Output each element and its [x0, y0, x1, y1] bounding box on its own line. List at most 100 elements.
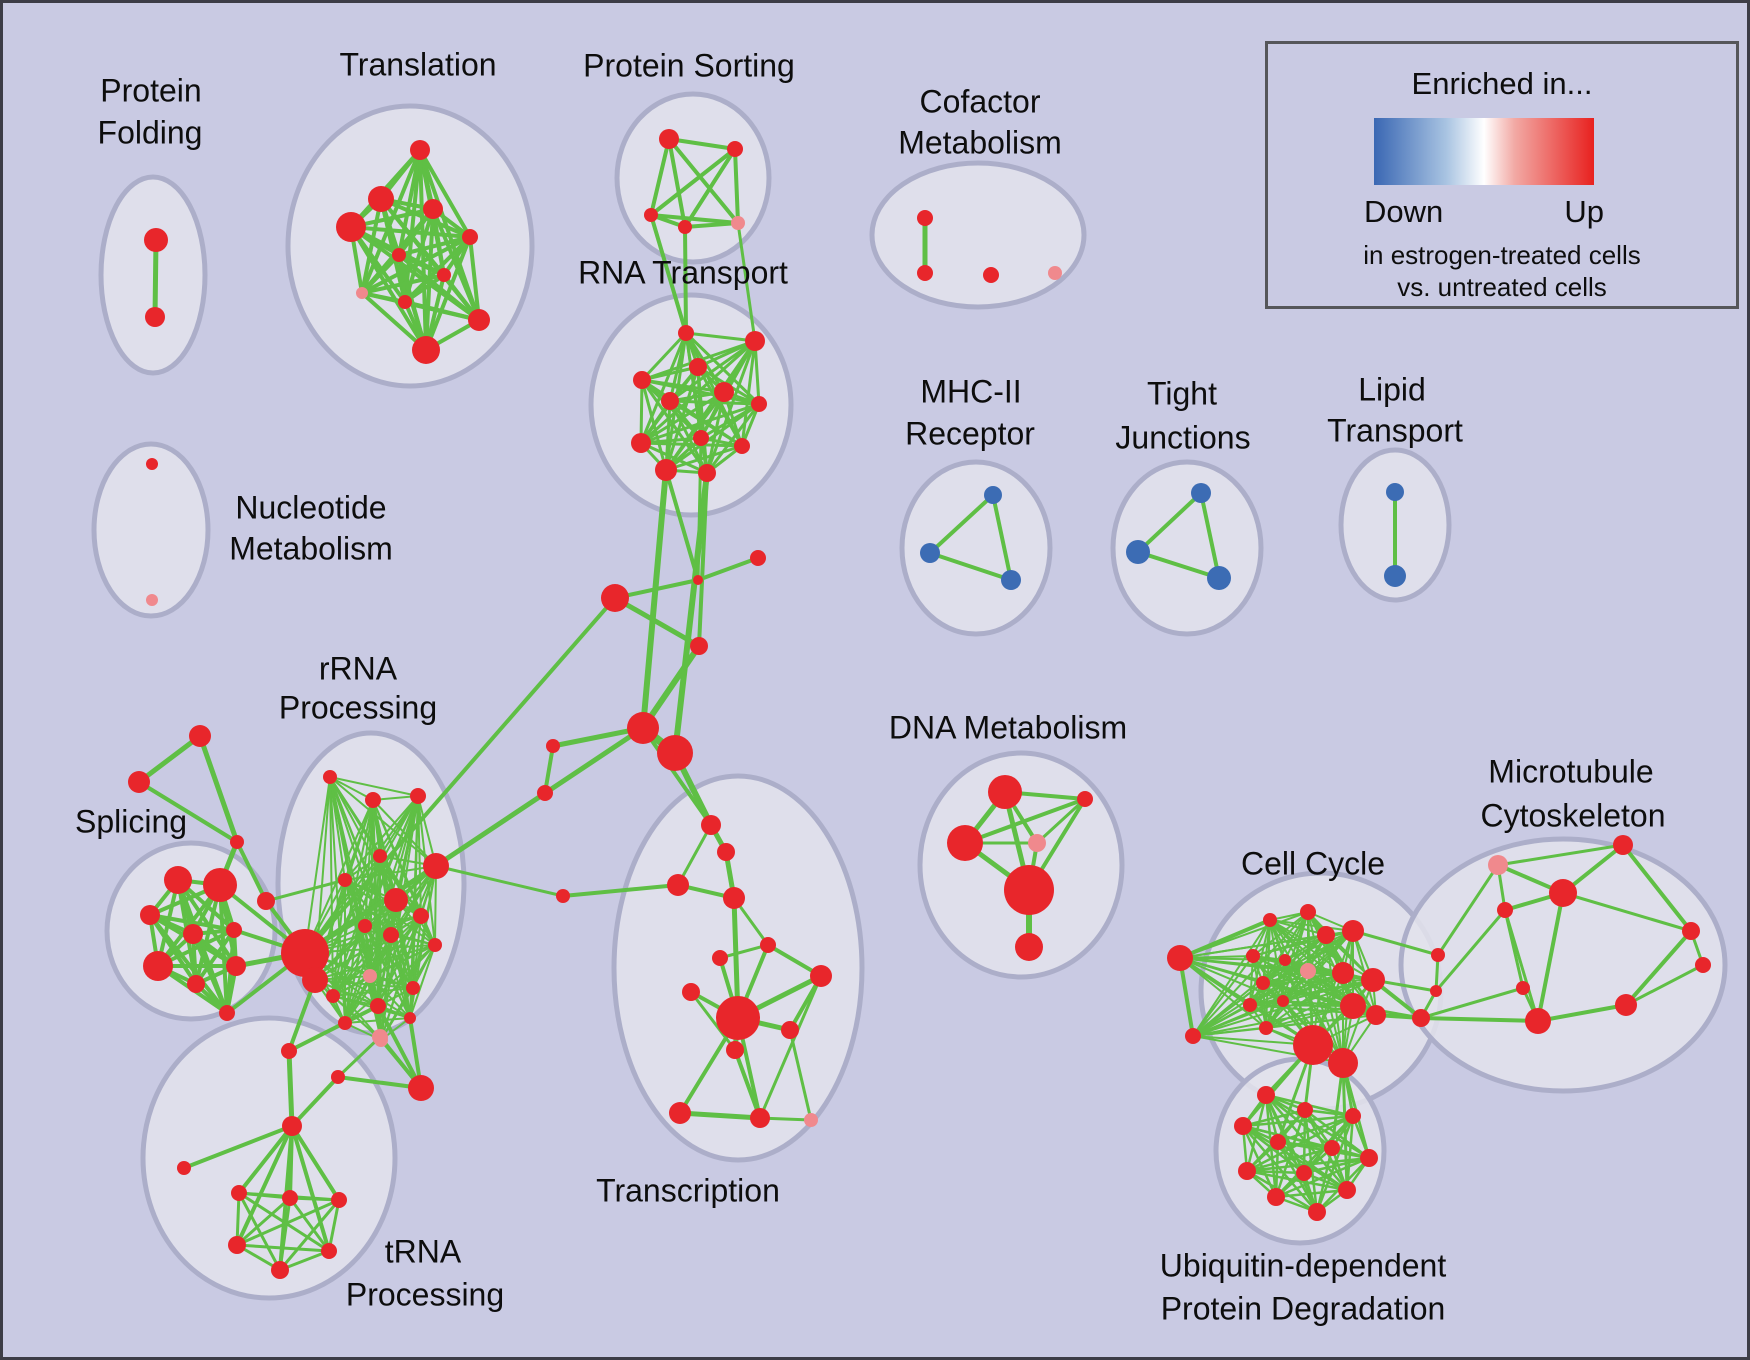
dna-metabolism-node[interactable] — [1004, 865, 1054, 915]
cell-cycle-node[interactable] — [1256, 976, 1270, 990]
cofactor-metabolism-node[interactable] — [917, 265, 933, 281]
protein-sorting-node[interactable] — [678, 220, 692, 234]
trna-processing-node[interactable] — [271, 1261, 289, 1279]
cofactor-metabolism-node[interactable] — [983, 267, 999, 283]
rrna-processing-node[interactable] — [365, 792, 381, 808]
transcription-node[interactable] — [781, 1021, 799, 1039]
tight-junctions-node[interactable] — [1191, 483, 1211, 503]
connector-nodes-node[interactable] — [230, 835, 244, 849]
cell-cycle-node[interactable] — [1340, 993, 1366, 1019]
rrna-processing-node[interactable] — [413, 908, 429, 924]
translation-node[interactable] — [423, 199, 443, 219]
transcription-node[interactable] — [804, 1113, 818, 1127]
microtubule-cytoskeleton-node[interactable] — [1613, 835, 1633, 855]
transcription-node[interactable] — [556, 889, 570, 903]
rrna-processing-node[interactable] — [370, 998, 386, 1014]
transcription-node[interactable] — [810, 965, 832, 987]
trna-processing-node[interactable] — [228, 1236, 246, 1254]
rrna-processing-node[interactable] — [428, 938, 442, 952]
cell-cycle-node[interactable] — [1243, 998, 1257, 1012]
splicing-node[interactable] — [143, 951, 173, 981]
lipid-transport-node[interactable] — [1384, 565, 1406, 587]
cell-cycle-node[interactable] — [1332, 962, 1354, 984]
mhc-ii-receptor-node[interactable] — [1001, 570, 1021, 590]
rrna-processing-node[interactable] — [406, 981, 420, 995]
microtubule-cytoskeleton-node[interactable] — [1549, 879, 1577, 907]
connector-nodes-node[interactable] — [537, 785, 553, 801]
cofactor-metabolism-node[interactable] — [917, 210, 933, 226]
dna-metabolism-node[interactable] — [1015, 933, 1043, 961]
translation-node[interactable] — [412, 336, 440, 364]
ubiquitin-degradation-node[interactable] — [1257, 1086, 1275, 1104]
transcription-node[interactable] — [726, 1041, 744, 1059]
dna-metabolism-node[interactable] — [1077, 791, 1093, 807]
transcription-node[interactable] — [723, 887, 745, 909]
splicing-node[interactable] — [226, 922, 242, 938]
microtubule-cytoskeleton-node[interactable] — [1516, 981, 1530, 995]
connector-nodes-node[interactable] — [657, 735, 693, 771]
translation-node[interactable] — [437, 268, 451, 282]
connector-nodes-node[interactable] — [546, 739, 560, 753]
trna-processing-node[interactable] — [321, 1243, 337, 1259]
microtubule-cytoskeleton-node[interactable] — [1615, 994, 1637, 1016]
transcription-node[interactable] — [669, 1102, 691, 1124]
translation-node[interactable] — [462, 229, 478, 245]
connector-nodes-node[interactable] — [372, 1029, 388, 1045]
connector-nodes-node[interactable] — [408, 1075, 434, 1101]
tight-junctions-node[interactable] — [1207, 566, 1231, 590]
connector-nodes-node[interactable] — [257, 892, 275, 910]
dna-metabolism-node[interactable] — [1028, 834, 1046, 852]
lipid-transport-node[interactable] — [1386, 483, 1404, 501]
connector-nodes-node[interactable] — [750, 550, 766, 566]
trna-processing-node[interactable] — [231, 1185, 247, 1201]
splicing-node[interactable] — [203, 868, 237, 902]
splicing-node[interactable] — [219, 1005, 235, 1021]
microtubule-cytoskeleton-node[interactable] — [1525, 1008, 1551, 1034]
dna-metabolism-node[interactable] — [988, 775, 1022, 809]
rrna-processing-node[interactable] — [323, 770, 337, 784]
rrna-processing-node[interactable] — [410, 788, 426, 804]
nucleotide-metabolism-node[interactable] — [146, 594, 158, 606]
transcription-node[interactable] — [712, 950, 728, 966]
trna-processing-node[interactable] — [282, 1190, 298, 1206]
mhc-ii-receptor-node[interactable] — [920, 543, 940, 563]
mhc-ii-receptor-node[interactable] — [984, 486, 1002, 504]
rrna-processing-node[interactable] — [383, 927, 399, 943]
microtubule-cytoskeleton-node[interactable] — [1497, 902, 1513, 918]
connector-nodes-node[interactable] — [1430, 985, 1442, 997]
rrna-processing-node[interactable] — [384, 888, 408, 912]
rrna-processing-node[interactable] — [423, 853, 449, 879]
protein-folding-node[interactable] — [144, 228, 168, 252]
connector-nodes-node[interactable] — [627, 712, 659, 744]
connector-nodes-node[interactable] — [693, 575, 703, 585]
splicing-node[interactable] — [164, 866, 192, 894]
ubiquitin-degradation-node[interactable] — [1267, 1188, 1285, 1206]
transcription-node[interactable] — [717, 843, 735, 861]
ubiquitin-degradation-node[interactable] — [1238, 1162, 1256, 1180]
rna-transport-node[interactable] — [734, 438, 750, 454]
cell-cycle-node[interactable] — [1259, 1021, 1273, 1035]
rna-transport-node[interactable] — [693, 430, 709, 446]
translation-node[interactable] — [336, 212, 366, 242]
transcription-node[interactable] — [667, 874, 689, 896]
trna-processing-node[interactable] — [331, 1192, 347, 1208]
cell-cycle-node[interactable] — [1263, 913, 1277, 927]
ubiquitin-degradation-node[interactable] — [1324, 1140, 1340, 1156]
translation-node[interactable] — [410, 140, 430, 160]
cell-cycle-node[interactable] — [1328, 1048, 1358, 1078]
rrna-processing-node[interactable] — [326, 989, 340, 1003]
rrna-processing-node[interactable] — [373, 849, 387, 863]
rna-transport-node[interactable] — [689, 358, 707, 376]
connector-nodes-node[interactable] — [1431, 948, 1445, 962]
microtubule-cytoskeleton-node[interactable] — [1695, 957, 1711, 973]
ubiquitin-degradation-node[interactable] — [1297, 1102, 1313, 1118]
protein-sorting-node[interactable] — [659, 129, 679, 149]
dna-metabolism-node[interactable] — [947, 825, 983, 861]
rrna-processing-node[interactable] — [281, 929, 329, 977]
rna-transport-node[interactable] — [631, 433, 651, 453]
transcription-node[interactable] — [760, 937, 776, 953]
trna-processing-node[interactable] — [177, 1161, 191, 1175]
rrna-processing-node[interactable] — [358, 919, 372, 933]
splicing-node[interactable] — [140, 905, 160, 925]
cell-cycle-node[interactable] — [1366, 1005, 1386, 1025]
